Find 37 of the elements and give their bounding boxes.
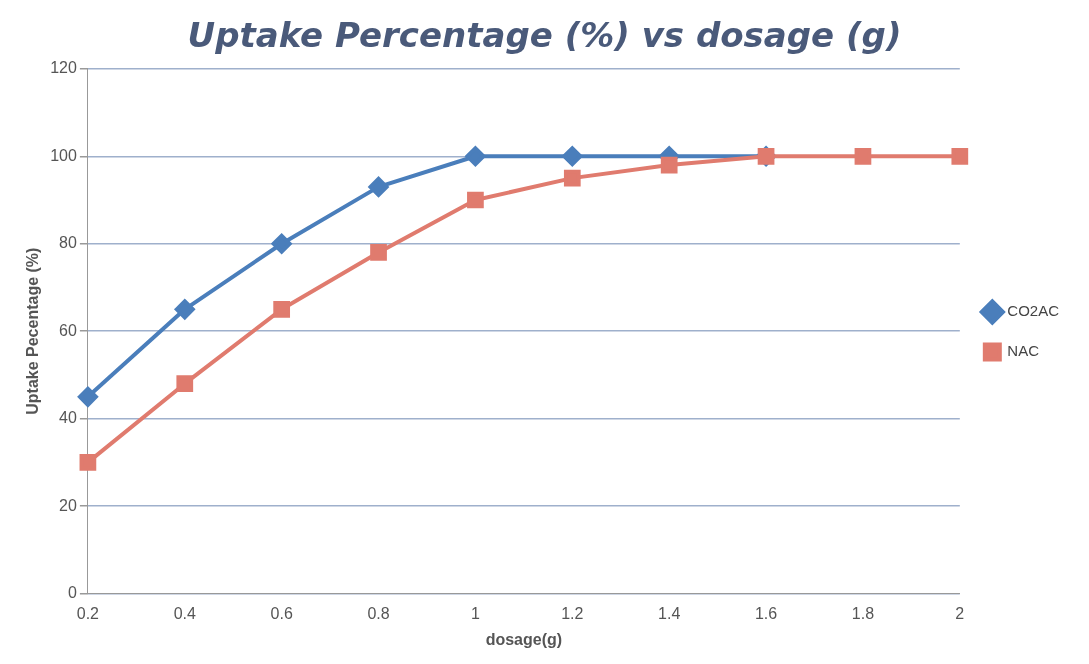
point (465, 146, 486, 167)
y-tick-label: 120 (50, 59, 77, 77)
point (176, 375, 194, 393)
point (174, 299, 195, 320)
legend-label: NAC (1007, 342, 1040, 360)
x-tick-label: 1.8 (851, 604, 875, 622)
point (79, 454, 97, 471)
y-tick-label: 0 (67, 584, 77, 602)
y-tick-label: 80 (59, 234, 77, 252)
legend-label: CO2AC (1007, 302, 1060, 320)
point (562, 146, 583, 167)
x-tick-label: 0.4 (173, 604, 196, 622)
x-tick-label: 1.2 (561, 604, 584, 622)
x-tick-label: 0.6 (270, 604, 293, 622)
point (273, 300, 291, 318)
point (563, 169, 581, 187)
point (951, 147, 969, 165)
x-tick-label: 1.4 (658, 604, 681, 622)
x-tick-label: 1.6 (754, 604, 778, 622)
chart-title: Uptake Percentage (%) vs dosage (g) (187, 15, 902, 56)
point (77, 386, 98, 407)
y-tick-label: 60 (59, 321, 77, 339)
y-tick-label: 100 (50, 146, 77, 164)
y-axis-title: Uptake Pecentage (%) (24, 247, 42, 415)
x-tick-label: 2 (955, 604, 965, 622)
x-tick-label: 1 (470, 604, 480, 622)
x-tick-label: 0.2 (76, 604, 100, 622)
point (370, 244, 387, 261)
point (467, 191, 484, 209)
point (368, 176, 389, 197)
x-axis-title: dosage(g) (485, 630, 563, 648)
point (271, 233, 292, 254)
point (660, 156, 678, 174)
x-tick-label: 0.8 (367, 604, 390, 622)
y-tick-label: 40 (59, 409, 77, 427)
y-tick-label: 20 (59, 496, 77, 514)
point (854, 147, 872, 165)
